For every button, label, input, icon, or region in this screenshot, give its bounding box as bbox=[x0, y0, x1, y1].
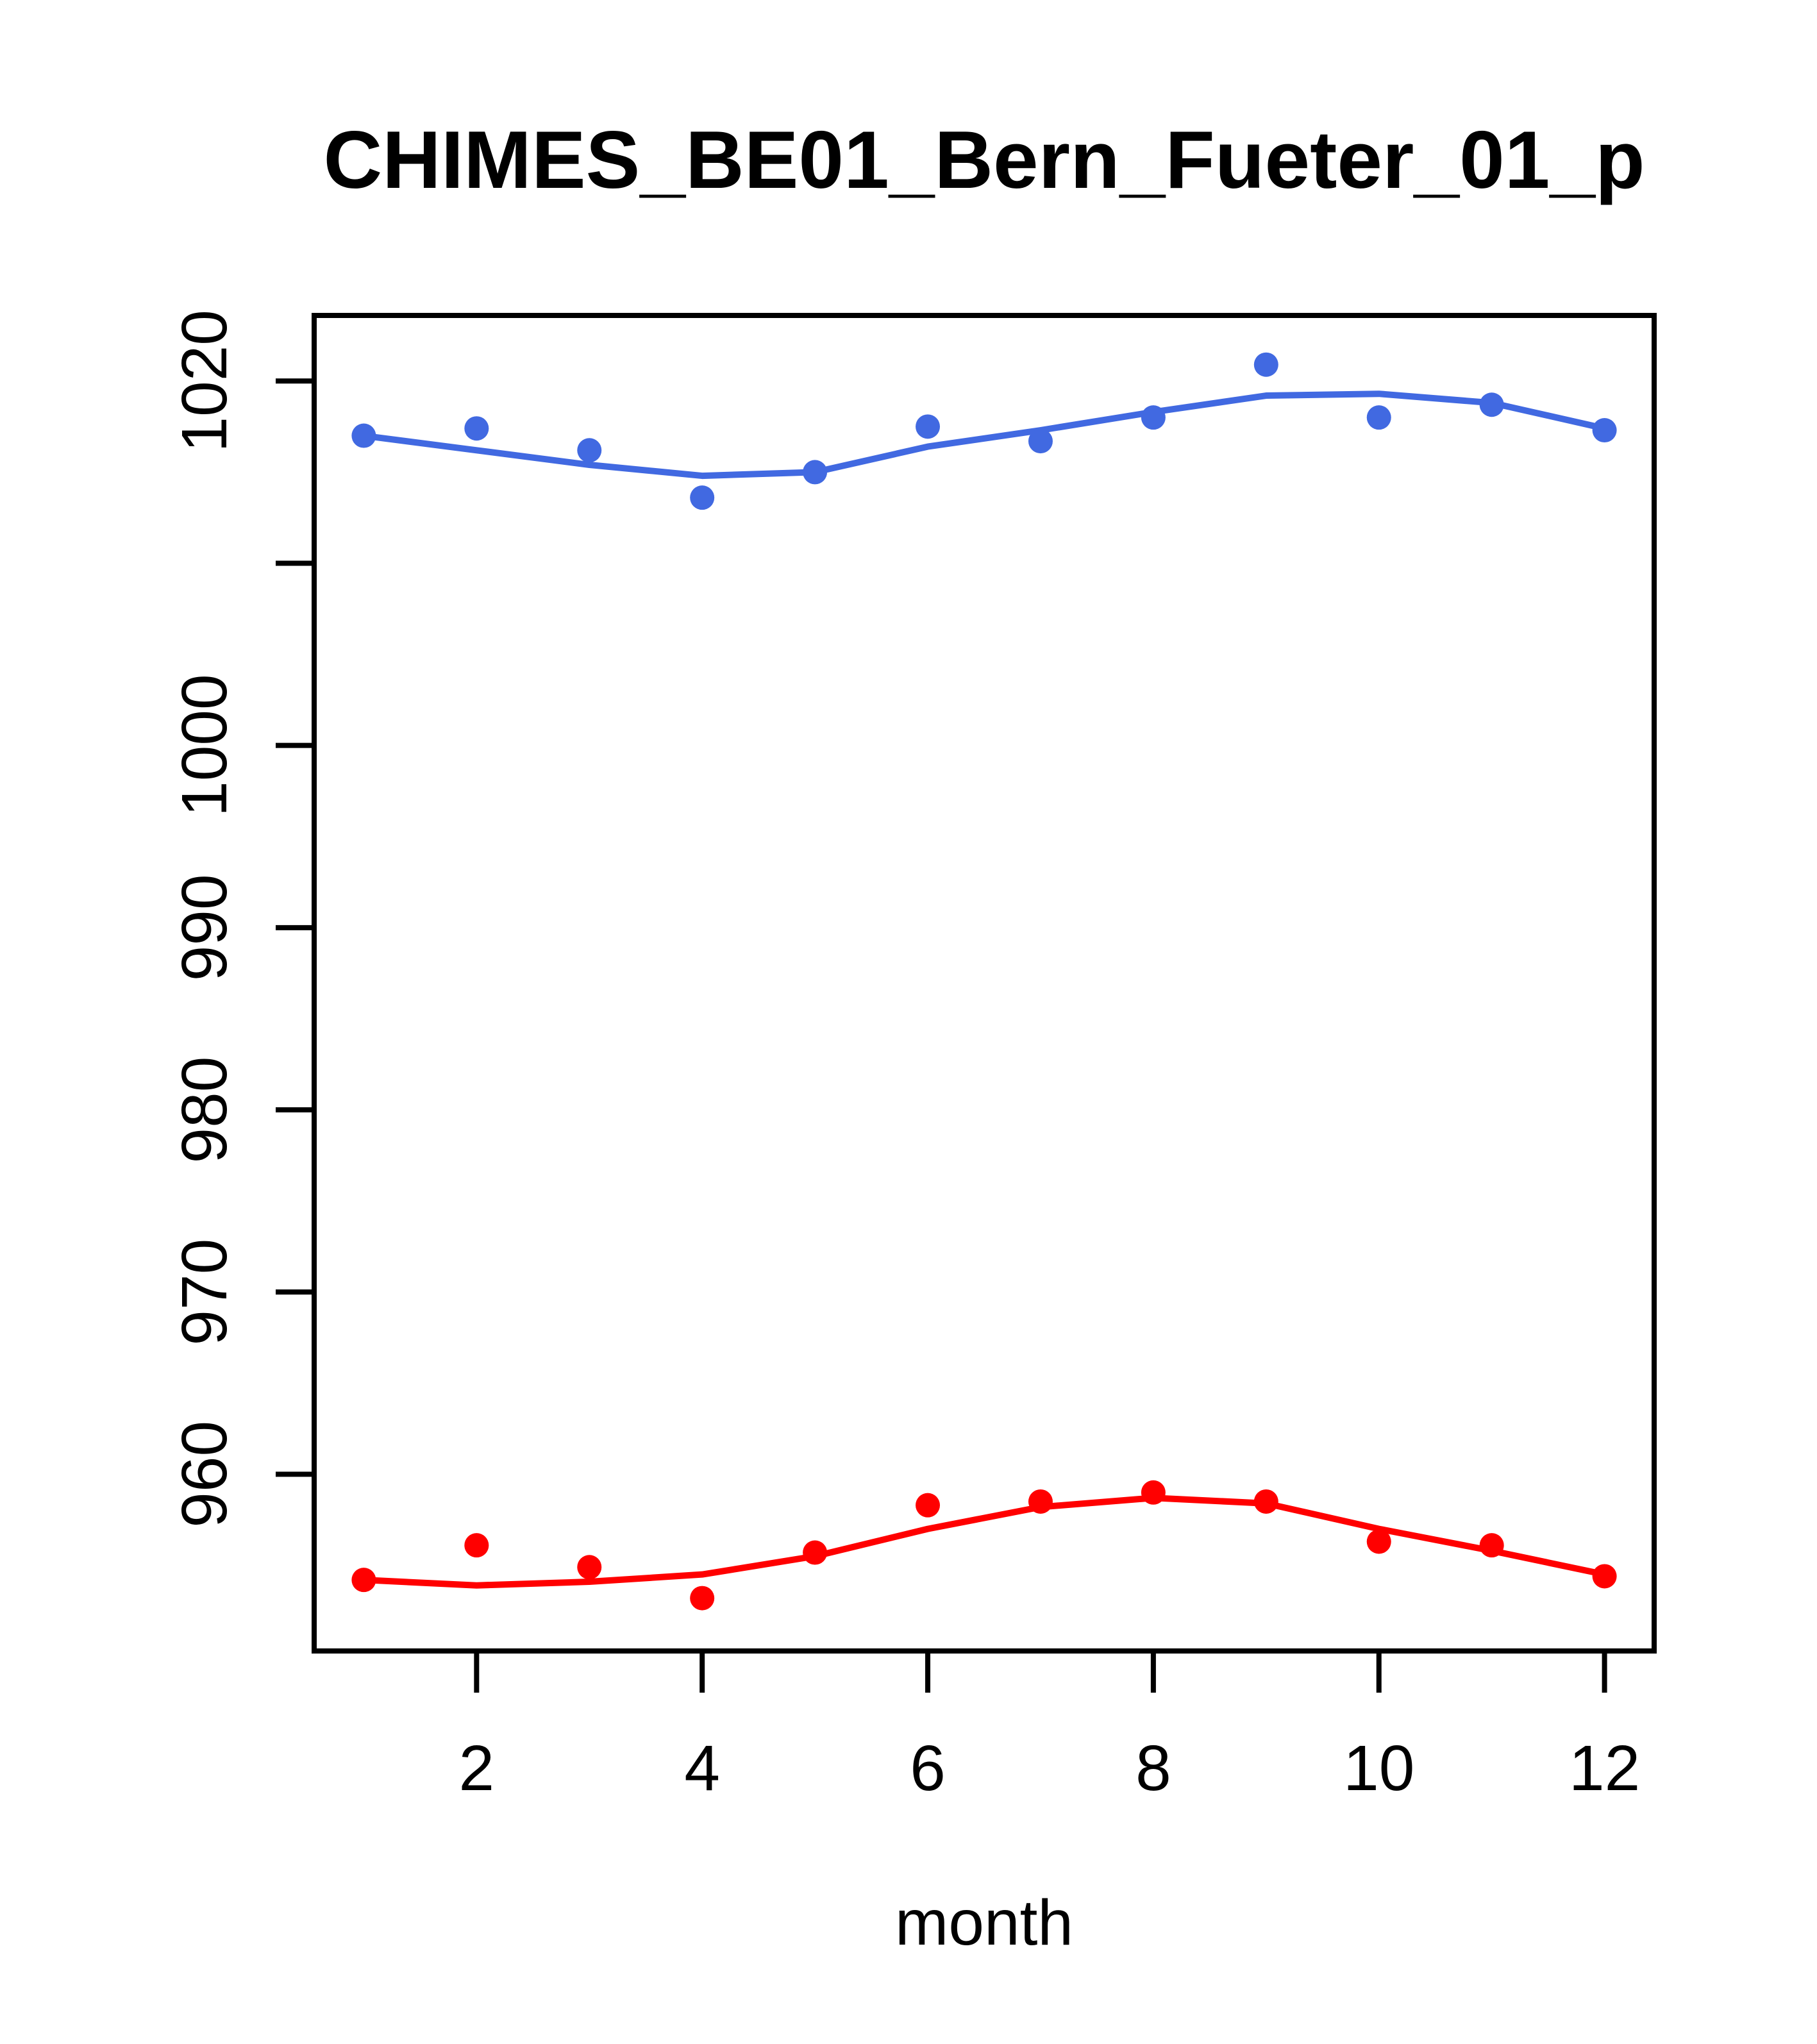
data-point-lower-red-m3 bbox=[577, 1555, 602, 1580]
data-point-lower-red-m5 bbox=[803, 1540, 828, 1565]
y-axis-tick-label: 970 bbox=[169, 1239, 240, 1346]
data-point-upper-blue-m6 bbox=[916, 414, 941, 439]
data-point-lower-red-m12 bbox=[1592, 1564, 1617, 1589]
y-axis-tick-label: 980 bbox=[169, 1057, 240, 1164]
data-point-lower-red-m4 bbox=[690, 1586, 715, 1611]
data-point-lower-red-m6 bbox=[916, 1493, 941, 1518]
x-axis-tick-label: 8 bbox=[1135, 1732, 1171, 1804]
data-point-lower-red-m8 bbox=[1141, 1480, 1166, 1505]
data-point-upper-blue-m3 bbox=[577, 438, 602, 463]
x-axis: 2 4 6 8 10 12 bbox=[459, 1651, 1640, 1804]
data-point-upper-blue-m4 bbox=[690, 485, 715, 510]
x-axis-tick-label: 10 bbox=[1343, 1732, 1414, 1804]
data-point-upper-blue-m12 bbox=[1592, 418, 1617, 443]
data-point-upper-blue-m9 bbox=[1253, 352, 1278, 377]
trend-line-lower-red bbox=[360, 1495, 1608, 1589]
data-point-lower-red-m11 bbox=[1479, 1533, 1504, 1558]
data-point-upper-blue-m7 bbox=[1028, 429, 1053, 454]
data-point-lower-red-m9 bbox=[1253, 1489, 1278, 1514]
plot-box bbox=[312, 313, 1657, 1654]
x-axis-tick-label: 6 bbox=[910, 1732, 946, 1804]
trend-line-upper-blue bbox=[360, 390, 1608, 480]
data-point-upper-blue-m5 bbox=[803, 460, 828, 485]
y-axis: 1020 1000 990 980 970 960 bbox=[169, 310, 314, 1528]
x-axis-tick-label: 4 bbox=[684, 1732, 720, 1804]
y-axis-tick-label: 1000 bbox=[169, 674, 240, 816]
y-axis-tick-label: 1020 bbox=[169, 310, 240, 452]
data-point-upper-blue-m10 bbox=[1366, 405, 1391, 430]
x-axis-title: month bbox=[895, 1887, 1073, 1959]
data-point-upper-blue-m2 bbox=[464, 416, 489, 441]
chart-title: CHIMES_BE01_Bern_Fueter_01_p bbox=[323, 114, 1645, 205]
data-point-lower-red-m1 bbox=[351, 1568, 376, 1593]
data-point-upper-blue-m1 bbox=[351, 423, 376, 448]
data-point-lower-red-m7 bbox=[1028, 1489, 1053, 1514]
data-point-upper-blue-m8 bbox=[1141, 405, 1166, 430]
y-axis-tick-label: 960 bbox=[169, 1421, 240, 1528]
data-point-lower-red-m10 bbox=[1366, 1529, 1391, 1554]
data-point-upper-blue-m11 bbox=[1479, 392, 1504, 417]
series-layer bbox=[351, 352, 1617, 1611]
data-point-lower-red-m2 bbox=[464, 1533, 489, 1558]
x-axis-tick-label: 12 bbox=[1569, 1732, 1640, 1804]
y-axis-tick-label: 990 bbox=[169, 874, 240, 981]
x-axis-tick-label: 2 bbox=[459, 1732, 495, 1804]
